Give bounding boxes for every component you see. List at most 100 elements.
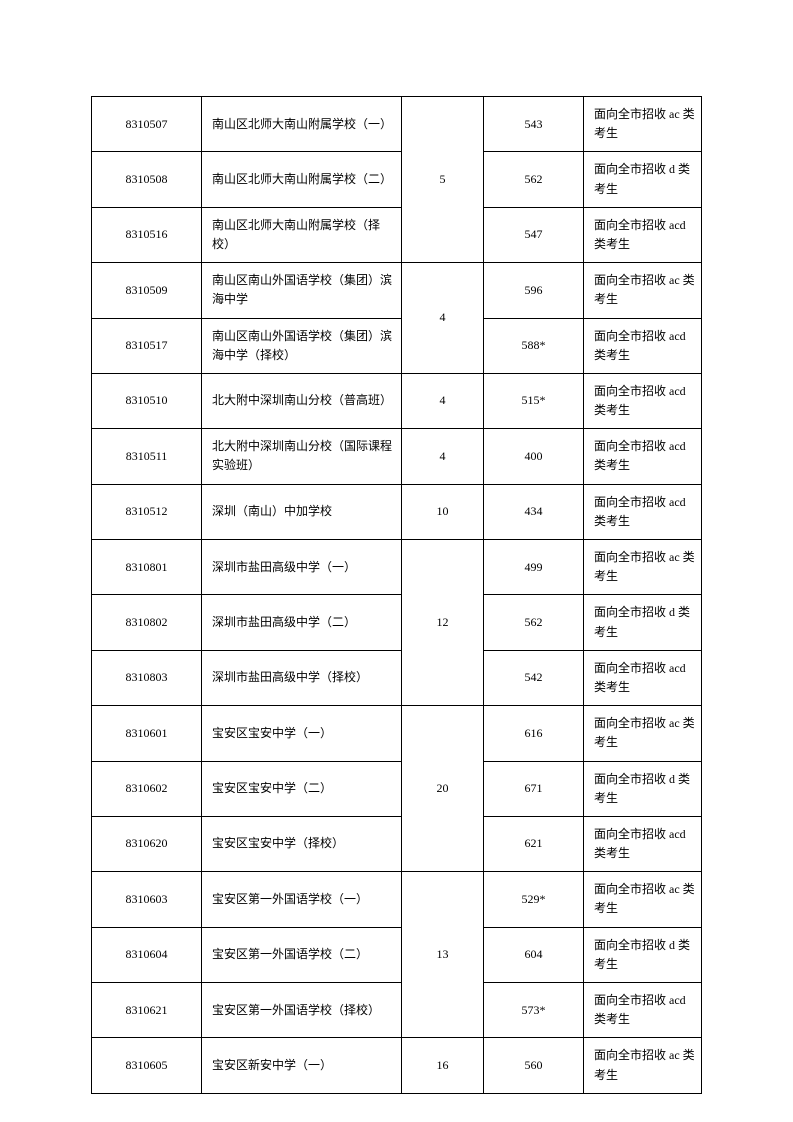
admission-score: 616 bbox=[484, 706, 584, 761]
school-code: 8310508 bbox=[92, 152, 202, 207]
admission-note: 面向全市招收 acd 类考生 bbox=[584, 429, 702, 484]
class-count: 12 bbox=[402, 540, 484, 706]
school-name: 宝安区第一外国语学校（二） bbox=[202, 927, 402, 982]
table-row: 8310603宝安区第一外国语学校（一）13529*面向全市招收 ac 类考生 bbox=[92, 872, 702, 927]
school-code: 8310512 bbox=[92, 484, 202, 539]
school-code: 8310507 bbox=[92, 97, 202, 152]
table-row: 8310512深圳（南山）中加学校10434面向全市招收 acd 类考生 bbox=[92, 484, 702, 539]
admission-score: 588* bbox=[484, 318, 584, 373]
admission-note: 面向全市招收 d 类考生 bbox=[584, 595, 702, 650]
school-code: 8310603 bbox=[92, 872, 202, 927]
admission-score: 515* bbox=[484, 373, 584, 428]
admission-note: 面向全市招收 acd 类考生 bbox=[584, 373, 702, 428]
table-row: 8310605宝安区新安中学（一）16560面向全市招收 ac 类考生 bbox=[92, 1038, 702, 1093]
admission-note: 面向全市招收 ac 类考生 bbox=[584, 1038, 702, 1093]
school-name: 南山区北师大南山附属学校（一） bbox=[202, 97, 402, 152]
admission-table: 8310507南山区北师大南山附属学校（一）5543面向全市招收 ac 类考生8… bbox=[91, 96, 702, 1094]
admission-note: 面向全市招收 d 类考生 bbox=[584, 761, 702, 816]
school-code: 8310801 bbox=[92, 540, 202, 595]
admission-note: 面向全市招收 ac 类考生 bbox=[584, 97, 702, 152]
school-name: 深圳市盐田高级中学（一） bbox=[202, 540, 402, 595]
class-count: 13 bbox=[402, 872, 484, 1038]
class-count: 10 bbox=[402, 484, 484, 539]
admission-score: 573* bbox=[484, 983, 584, 1038]
admission-score: 560 bbox=[484, 1038, 584, 1093]
school-code: 8310517 bbox=[92, 318, 202, 373]
table-row: 8310801深圳市盐田高级中学（一）12499面向全市招收 ac 类考生 bbox=[92, 540, 702, 595]
school-name: 南山区北师大南山附属学校（择校） bbox=[202, 207, 402, 262]
table-row: 8310511北大附中深圳南山分校（国际课程实验班）4400面向全市招收 acd… bbox=[92, 429, 702, 484]
school-name: 深圳市盐田高级中学（择校） bbox=[202, 650, 402, 705]
admission-score: 604 bbox=[484, 927, 584, 982]
school-name: 宝安区第一外国语学校（择校） bbox=[202, 983, 402, 1038]
school-name: 北大附中深圳南山分校（普高班） bbox=[202, 373, 402, 428]
school-code: 8310602 bbox=[92, 761, 202, 816]
admission-note: 面向全市招收 acd 类考生 bbox=[584, 983, 702, 1038]
admission-note: 面向全市招收 acd 类考生 bbox=[584, 816, 702, 871]
school-code: 8310803 bbox=[92, 650, 202, 705]
admission-note: 面向全市招收 d 类考生 bbox=[584, 927, 702, 982]
admission-score: 529* bbox=[484, 872, 584, 927]
table-row: 8310516南山区北师大南山附属学校（择校） 547面向全市招收 acd 类考生 bbox=[92, 207, 702, 262]
school-code: 8310510 bbox=[92, 373, 202, 428]
admission-note: 面向全市招收 ac 类考生 bbox=[584, 263, 702, 318]
class-count: 4 bbox=[402, 263, 484, 374]
school-name: 宝安区宝安中学（择校） bbox=[202, 816, 402, 871]
school-code: 8310509 bbox=[92, 263, 202, 318]
table-row: 8310508南山区北师大南山附属学校（二） 562面向全市招收 d 类考生 bbox=[92, 152, 702, 207]
school-name: 宝安区宝安中学（一） bbox=[202, 706, 402, 761]
admission-note: 面向全市招收 d 类考生 bbox=[584, 152, 702, 207]
school-name: 宝安区新安中学（一） bbox=[202, 1038, 402, 1093]
admission-note: 面向全市招收 ac 类考生 bbox=[584, 872, 702, 927]
admission-note: 面向全市招收 ac 类考生 bbox=[584, 540, 702, 595]
admission-note: 面向全市招收 acd 类考生 bbox=[584, 650, 702, 705]
admission-score: 547 bbox=[484, 207, 584, 262]
school-code: 8310516 bbox=[92, 207, 202, 262]
table-row: 8310509南山区南山外国语学校（集团）滨海中学4596面向全市招收 ac 类… bbox=[92, 263, 702, 318]
school-name: 深圳市盐田高级中学（二） bbox=[202, 595, 402, 650]
class-count: 4 bbox=[402, 373, 484, 428]
table-row: 8310802深圳市盐田高级中学（二） 562面向全市招收 d 类考生 bbox=[92, 595, 702, 650]
table-row: 8310601宝安区宝安中学（一）20616面向全市招收 ac 类考生 bbox=[92, 706, 702, 761]
table-row: 8310510北大附中深圳南山分校（普高班）4515*面向全市招收 acd 类考… bbox=[92, 373, 702, 428]
admission-score: 499 bbox=[484, 540, 584, 595]
admission-note: 面向全市招收 acd 类考生 bbox=[584, 484, 702, 539]
school-name: 南山区南山外国语学校（集团）滨海中学 bbox=[202, 263, 402, 318]
school-code: 8310604 bbox=[92, 927, 202, 982]
admission-score: 400 bbox=[484, 429, 584, 484]
admission-score: 596 bbox=[484, 263, 584, 318]
admission-table-container: 8310507南山区北师大南山附属学校（一）5543面向全市招收 ac 类考生8… bbox=[91, 96, 702, 1094]
class-count: 5 bbox=[402, 97, 484, 263]
school-name: 宝安区第一外国语学校（一） bbox=[202, 872, 402, 927]
school-name: 深圳（南山）中加学校 bbox=[202, 484, 402, 539]
table-row: 8310620宝安区宝安中学（择校） 621面向全市招收 acd 类考生 bbox=[92, 816, 702, 871]
school-name: 南山区南山外国语学校（集团）滨海中学（择校） bbox=[202, 318, 402, 373]
table-row: 8310621宝安区第一外国语学校（择校） 573*面向全市招收 acd 类考生 bbox=[92, 983, 702, 1038]
school-code: 8310621 bbox=[92, 983, 202, 1038]
admission-score: 434 bbox=[484, 484, 584, 539]
school-code: 8310802 bbox=[92, 595, 202, 650]
admission-score: 562 bbox=[484, 152, 584, 207]
admission-score: 542 bbox=[484, 650, 584, 705]
school-code: 8310511 bbox=[92, 429, 202, 484]
admission-score: 671 bbox=[484, 761, 584, 816]
admission-score: 621 bbox=[484, 816, 584, 871]
admission-score: 562 bbox=[484, 595, 584, 650]
school-name: 宝安区宝安中学（二） bbox=[202, 761, 402, 816]
school-name: 南山区北师大南山附属学校（二） bbox=[202, 152, 402, 207]
table-row: 8310602宝安区宝安中学（二） 671面向全市招收 d 类考生 bbox=[92, 761, 702, 816]
school-code: 8310620 bbox=[92, 816, 202, 871]
school-code: 8310605 bbox=[92, 1038, 202, 1093]
admission-note: 面向全市招收 acd 类考生 bbox=[584, 318, 702, 373]
school-code: 8310601 bbox=[92, 706, 202, 761]
table-row: 8310803深圳市盐田高级中学（择校） 542面向全市招收 acd 类考生 bbox=[92, 650, 702, 705]
admission-note: 面向全市招收 acd 类考生 bbox=[584, 207, 702, 262]
table-row: 8310507南山区北师大南山附属学校（一）5543面向全市招收 ac 类考生 bbox=[92, 97, 702, 152]
admission-score: 543 bbox=[484, 97, 584, 152]
table-row: 8310604宝安区第一外国语学校（二） 604面向全市招收 d 类考生 bbox=[92, 927, 702, 982]
school-name: 北大附中深圳南山分校（国际课程实验班） bbox=[202, 429, 402, 484]
table-row: 8310517南山区南山外国语学校（集团）滨海中学（择校） 588*面向全市招收 … bbox=[92, 318, 702, 373]
class-count: 20 bbox=[402, 706, 484, 872]
class-count: 4 bbox=[402, 429, 484, 484]
class-count: 16 bbox=[402, 1038, 484, 1093]
